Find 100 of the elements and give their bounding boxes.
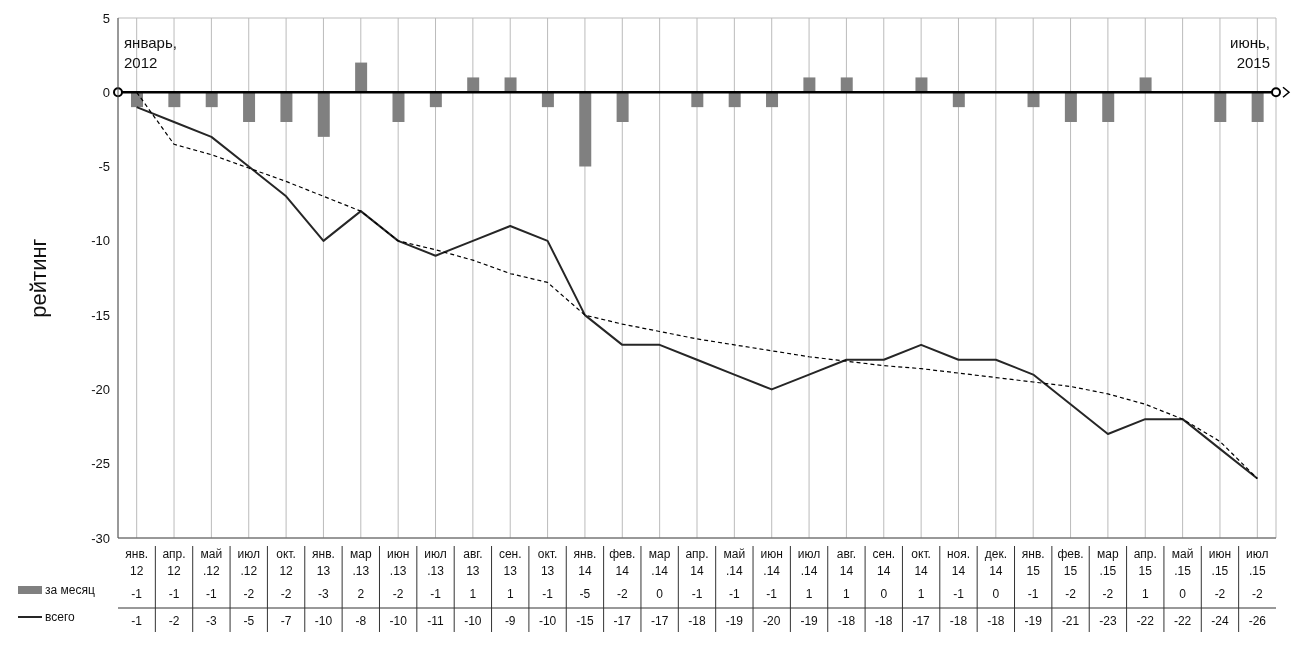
bar (1102, 92, 1115, 122)
x-tick-label: янв. 14 (573, 547, 597, 578)
bar (1064, 92, 1077, 122)
data-label: -5 (579, 587, 591, 601)
data-label: 0 (992, 587, 1000, 601)
x-tick-label: май .12 (200, 547, 223, 578)
x-tick-label: апр. 15 (1133, 547, 1157, 578)
bar (840, 77, 853, 93)
data-label: 1 (917, 587, 925, 601)
data-label: 1 (805, 587, 813, 601)
data-label: -22 (1173, 614, 1192, 628)
bar (467, 77, 480, 93)
x-tick-label: сен. 13 (498, 547, 522, 578)
y-tick-label: -20 (91, 382, 110, 398)
x-tick-label: июн .15 (1208, 547, 1232, 578)
x-tick-label: апр. 12 (162, 547, 186, 578)
data-label: -2 (1214, 587, 1226, 601)
data-label: -17 (650, 614, 669, 628)
data-label: -18 (875, 614, 893, 628)
x-tick-label: фев. 15 (1057, 547, 1084, 578)
data-label: -5 (243, 614, 255, 628)
annotation: январь, 2012 (124, 34, 177, 72)
data-label: -10 (314, 614, 333, 628)
data-label: -1 (542, 587, 554, 601)
data-label: -21 (1061, 614, 1080, 628)
x-tick-label: июн .13 (386, 547, 410, 578)
data-label: -23 (1099, 614, 1117, 628)
legend-label: всего (45, 609, 75, 624)
y-tick-label: -25 (91, 456, 110, 472)
data-label: -18 (949, 614, 968, 628)
data-label: -19 (725, 614, 744, 628)
data-label: -17 (912, 614, 931, 628)
legend-label: за месяц (45, 582, 95, 597)
x-tick-label: мар .13 (350, 547, 372, 578)
bar (355, 62, 368, 93)
y-tick-label: 0 (102, 84, 110, 100)
data-label: -17 (613, 614, 632, 628)
x-tick-label: июл .12 (237, 547, 260, 578)
data-label: -1 (766, 587, 778, 601)
bar (915, 77, 928, 93)
data-label: -1 (1027, 587, 1039, 601)
bar (317, 92, 330, 137)
data-label: -3 (206, 614, 218, 628)
x-tick-label: июл .13 (424, 547, 447, 578)
data-label: -1 (729, 587, 741, 601)
x-tick-label: янв. 12 (125, 547, 149, 578)
y-tick-label: -5 (98, 159, 110, 175)
x-tick-label: июл .14 (797, 547, 821, 578)
data-label: -8 (355, 614, 367, 628)
bar (504, 77, 517, 93)
x-tick-label: мар .15 (1097, 547, 1120, 578)
data-label: -1 (953, 587, 965, 601)
bar (243, 92, 256, 122)
data-label: -2 (616, 587, 628, 601)
x-tick-label: авг. 13 (463, 547, 483, 578)
data-label: -15 (576, 614, 594, 628)
bar (616, 92, 629, 122)
data-label: -10 (389, 614, 408, 628)
y-axis-title: рейтинг (25, 238, 51, 318)
data-label: -2 (280, 587, 292, 601)
data-label: 0 (656, 587, 664, 601)
y-tick-label: -15 (91, 307, 110, 323)
y-tick-label: 5 (102, 10, 110, 26)
x-tick-label: окт. 12 (276, 547, 296, 578)
data-label: -2 (243, 587, 255, 601)
data-label: -7 (280, 614, 292, 628)
y-tick-label: -10 (91, 233, 110, 249)
data-label: -20 (763, 614, 781, 628)
data-label: -18 (987, 614, 1005, 628)
data-label: -2 (1102, 587, 1114, 601)
x-tick-label: ноя. 14 (946, 547, 971, 578)
data-label: -1 (430, 587, 442, 601)
x-tick-label: фев. 14 (609, 547, 636, 578)
data-label: -2 (168, 614, 180, 628)
bar (579, 92, 592, 167)
data-label: -19 (1024, 614, 1043, 628)
x-tick-label: апр. 14 (685, 547, 709, 578)
data-label: -26 (1248, 614, 1267, 628)
data-label: -18 (688, 614, 706, 628)
data-label: -1 (691, 587, 703, 601)
data-label: -3 (318, 587, 330, 601)
bar (1214, 92, 1227, 122)
data-label: 1 (506, 587, 514, 601)
x-tick-label: окт. 13 (537, 547, 558, 578)
data-label: -2 (392, 587, 404, 601)
data-label: -2 (1251, 587, 1263, 601)
data-label: -19 (800, 614, 819, 628)
data-label: -10 (538, 614, 557, 628)
x-tick-label: окт. 14 (911, 547, 931, 578)
y-tick-label: -30 (91, 530, 110, 546)
x-tick-label: янв. 13 (312, 547, 335, 578)
bar (803, 77, 816, 93)
bar (280, 92, 293, 122)
data-label: 1 (469, 587, 477, 601)
data-label: -1 (168, 587, 180, 601)
x-tick-label: май .15 (1171, 547, 1194, 578)
data-label: -1 (131, 614, 143, 628)
data-label: -10 (464, 614, 482, 628)
x-tick-label: май .14 (723, 547, 746, 578)
annotation: июнь, 2015 (1230, 34, 1270, 72)
